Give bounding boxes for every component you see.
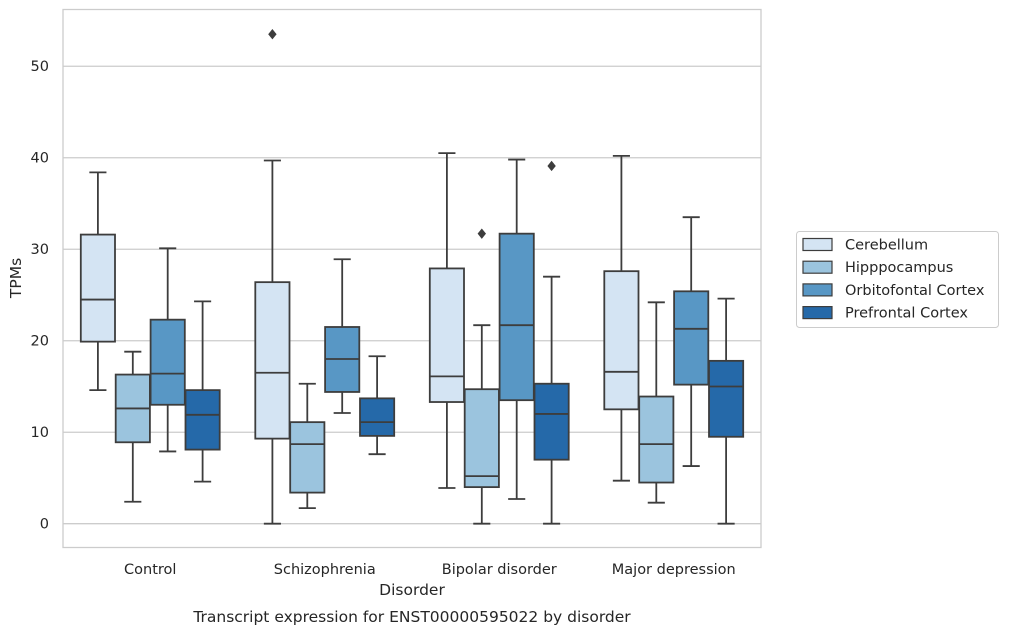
y-tick-label: 50	[31, 59, 49, 75]
legend: Cerebellum Hipppocampus Orbitofontal Corte…	[796, 231, 999, 328]
y-tick-label: 10	[31, 425, 49, 441]
box-item	[359, 355, 396, 456]
box-group	[79, 171, 221, 503]
y-tick-label: 40	[31, 151, 49, 167]
legend-item: Prefrontal Cortex	[802, 306, 968, 322]
box-body	[708, 359, 745, 438]
legend-item: Hipppocampus	[802, 260, 953, 276]
box-body	[184, 389, 221, 451]
box-body	[603, 270, 640, 411]
legend-label: Orbitofontal Cortex	[845, 283, 985, 299]
legend-frame	[796, 231, 999, 328]
box-body	[359, 397, 396, 437]
y-tick-labels: 0 10 20 30 40 50	[31, 59, 49, 532]
legend-swatch	[802, 237, 833, 252]
y-tick-label: 30	[31, 242, 49, 258]
box-body	[638, 395, 675, 484]
outlier-point	[547, 160, 556, 172]
x-tick-label: Schizophrenia	[274, 562, 376, 578]
box-body	[463, 388, 500, 489]
box-item	[428, 152, 465, 489]
box-item	[673, 216, 710, 467]
chart-caption: Transcript expression for ENST0000059502…	[192, 608, 631, 626]
box-item	[184, 300, 221, 483]
box-item	[289, 382, 326, 510]
box-item	[79, 171, 116, 392]
outlier-point	[477, 228, 486, 239]
box-group	[254, 29, 396, 525]
x-axis-label: Disorder	[379, 581, 445, 599]
box-item	[149, 247, 186, 453]
box-body	[79, 233, 116, 343]
plot-frame	[62, 8, 762, 549]
legend-label: Cerebellum	[845, 238, 928, 254]
box-item	[638, 301, 675, 504]
box-item	[114, 350, 151, 503]
box-body	[149, 318, 186, 406]
y-axis-label: TPMs	[7, 258, 25, 299]
legend-swatch	[802, 283, 833, 297]
box-body	[254, 281, 291, 440]
x-tick-label: Control	[124, 562, 176, 578]
box-body	[428, 267, 465, 403]
x-tick-labels: Control Schizophrenia Bipolar disorder Majo…	[124, 562, 736, 578]
box-group	[603, 154, 745, 525]
legend-label: Hipppocampus	[845, 260, 953, 276]
box-item	[533, 160, 570, 525]
box-item	[708, 297, 745, 525]
box-item	[463, 228, 500, 525]
legend-item: Cerebellum	[802, 237, 928, 254]
legend-swatch	[802, 260, 833, 274]
legend-item: Orbitofontal Cortex	[802, 283, 985, 299]
box-item	[603, 154, 640, 482]
box-body	[289, 421, 326, 494]
x-tick-label: Major depression	[612, 562, 736, 578]
box-item	[324, 258, 361, 414]
legend-items: Cerebellum Hipppocampus Orbitofontal Corte…	[802, 237, 985, 322]
y-tick-label: 20	[31, 334, 49, 350]
legend-label: Prefrontal Cortex	[845, 306, 968, 322]
box-groups	[79, 29, 745, 525]
box-group	[428, 152, 570, 525]
box-body	[498, 232, 535, 402]
x-tick-label: Bipolar disorder	[442, 562, 557, 578]
box-item	[498, 158, 535, 500]
box-body	[533, 382, 570, 461]
y-tick-label: 0	[40, 517, 49, 533]
box-item	[254, 29, 291, 525]
outlier-point	[268, 29, 277, 40]
legend-swatch	[802, 306, 833, 320]
box-body	[673, 290, 710, 386]
